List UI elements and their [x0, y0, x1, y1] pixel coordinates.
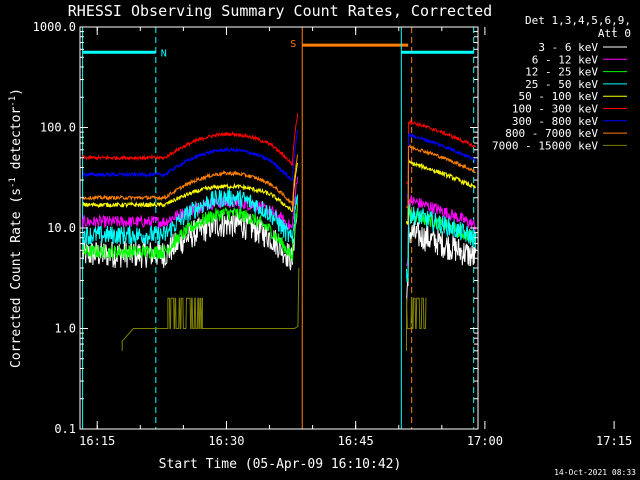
series-50-100-keV [82, 159, 476, 225]
series-line [82, 203, 299, 263]
legend-label: 12 - 25 keV [525, 66, 598, 79]
x-tick-label: 17:15 [596, 434, 632, 448]
x-tick-label: 17:00 [467, 434, 503, 448]
legend-label: 100 - 300 keV [512, 103, 598, 116]
series-line [406, 143, 476, 208]
series-800-7000-keV [82, 143, 476, 208]
series-line [406, 159, 476, 225]
legend-label: 800 - 7000 keV [505, 127, 598, 140]
x-tick-label: 16:45 [338, 434, 374, 448]
series-line [406, 194, 477, 267]
series-line [82, 188, 299, 245]
night-label: N [161, 48, 167, 59]
y-axis-label: Corrected Count Rate (s-1 detector-1) [8, 88, 24, 368]
series-300-800-keV [82, 130, 476, 198]
chart-title: RHESSI Observing Summary Count Rates, Co… [68, 2, 492, 20]
series-line [406, 118, 476, 185]
footer-date: 14-Oct-2021 08:33 [554, 468, 636, 477]
y-tick-label: 1000.0 [33, 20, 76, 34]
series-line [82, 130, 299, 182]
series-line [406, 204, 477, 283]
series-25-50-keV [82, 188, 477, 283]
legend-header-line2: Att 0 [598, 27, 631, 40]
series-line [406, 132, 476, 198]
x-tick-label: 16:30 [208, 434, 244, 448]
series-line [82, 162, 299, 213]
series-100-300-keV [82, 113, 476, 185]
x-axis-label: Start Time (05-Apr-09 16:10:42) [159, 457, 402, 472]
y-tick-label: 10.0 [47, 221, 76, 235]
x-tick-label: 16:15 [79, 434, 115, 448]
series-line [121, 267, 300, 351]
y-tick-label: 0.1 [54, 422, 76, 436]
legend-label: 7000 - 15000 keV [492, 139, 598, 152]
y-tick-label: 100.0 [40, 121, 76, 135]
legend-label: 50 - 100 keV [519, 90, 599, 103]
legend-label: 6 - 12 keV [532, 53, 599, 66]
series-line [82, 154, 299, 206]
series-7000-15000-keV [121, 267, 427, 351]
legend-label: 25 - 50 keV [525, 78, 598, 91]
legend-label: 300 - 800 keV [512, 115, 598, 128]
y-tick-label: 1.0 [54, 322, 76, 336]
series-line [405, 297, 427, 351]
series-line [406, 221, 477, 307]
legend-label: 3 - 6 keV [538, 41, 598, 54]
saa-label: S [290, 39, 296, 50]
legend-header-line1: Det 1,3,4,5,6,9, [525, 14, 631, 27]
series-line [82, 113, 299, 167]
